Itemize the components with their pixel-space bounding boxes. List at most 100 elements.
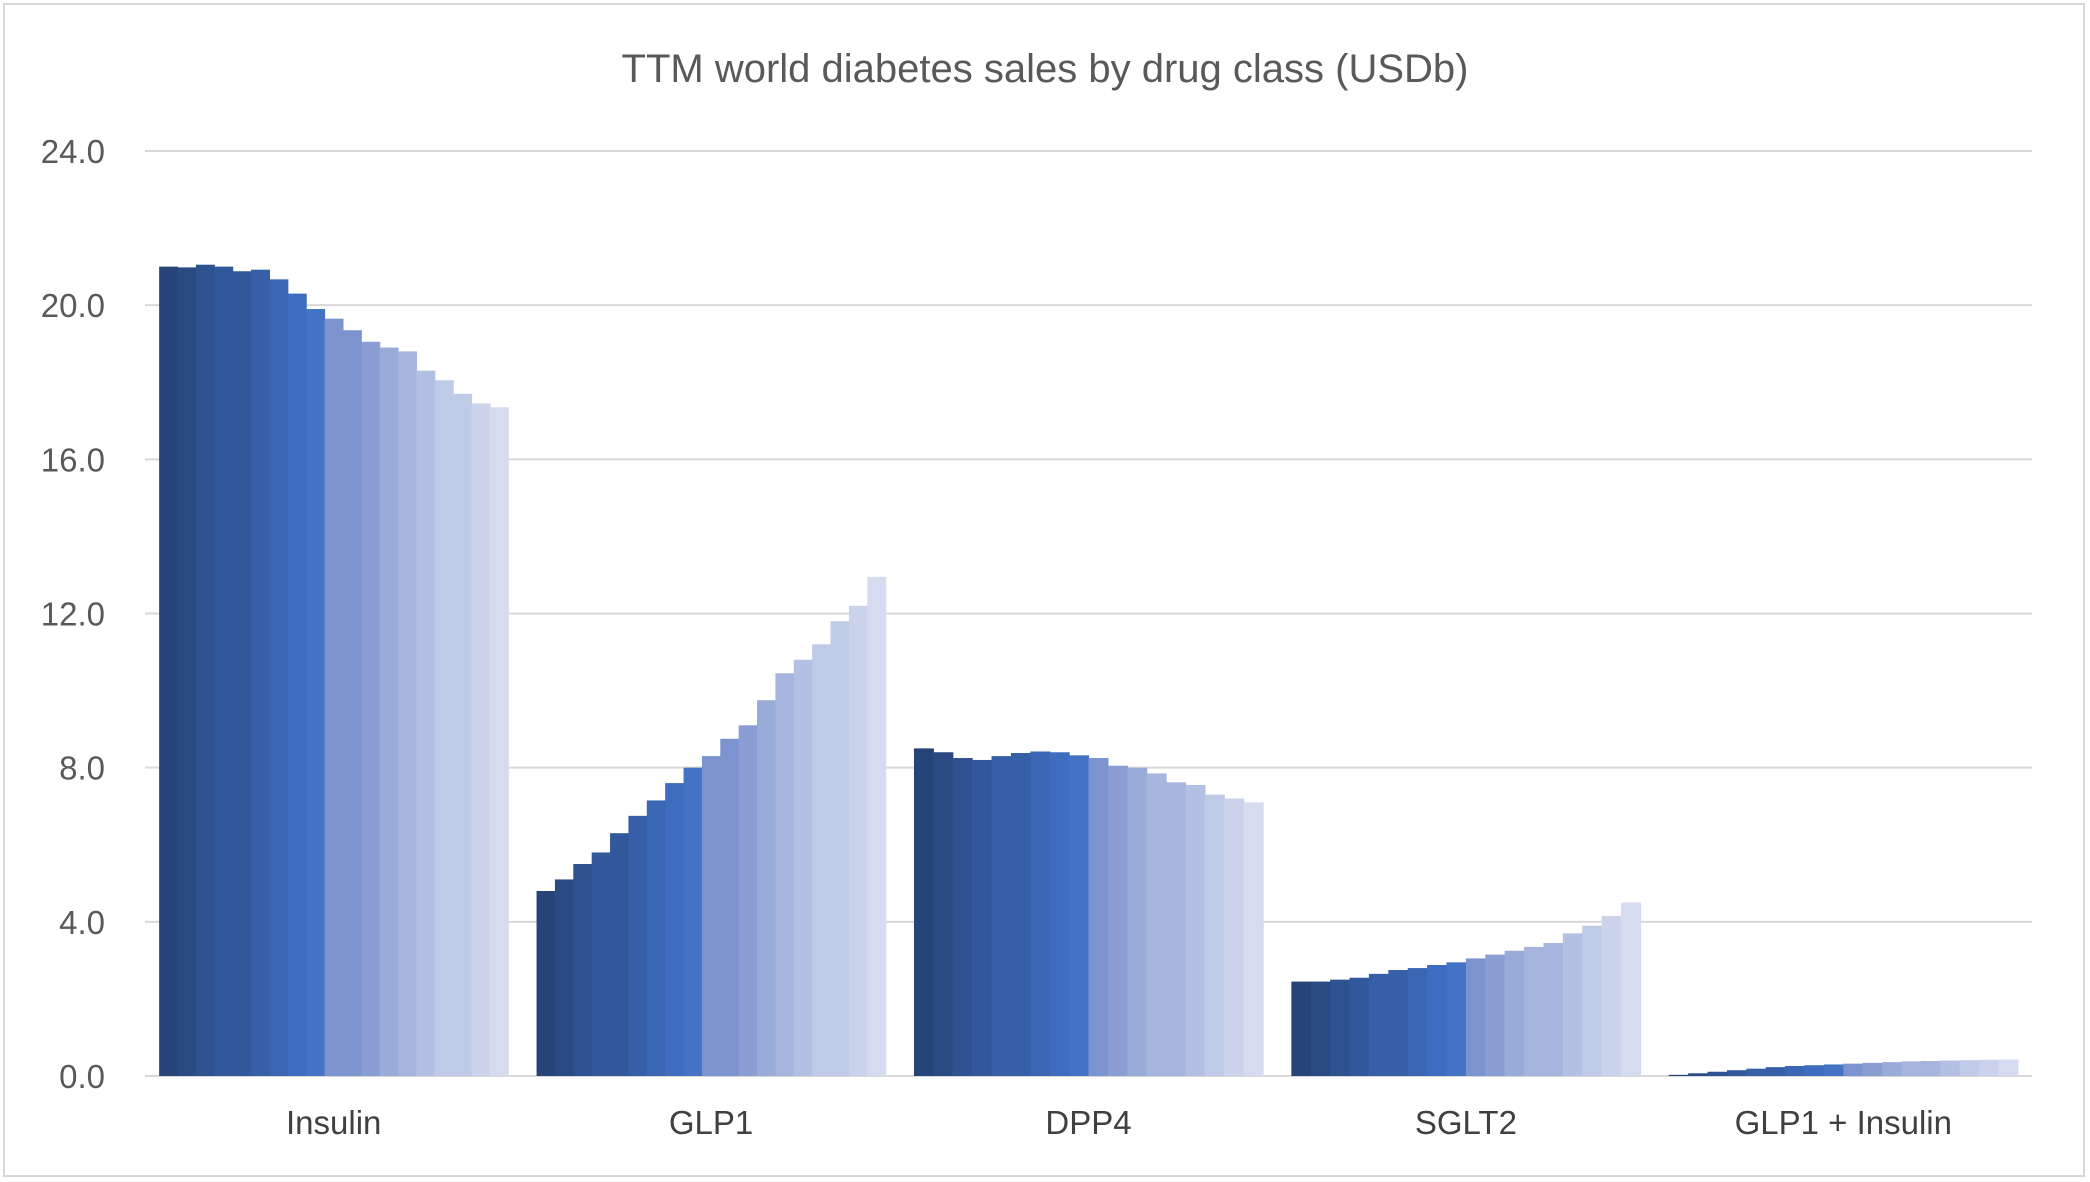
- bar: [1688, 1073, 1709, 1076]
- bar: [913, 748, 934, 1076]
- bar: [1862, 1062, 1883, 1076]
- bar: [848, 605, 868, 1076]
- bar: [1843, 1063, 1864, 1076]
- bar: [683, 767, 703, 1076]
- x-axis-categories: Insulin GLP1 DPP4 SGLT2 GLP1 + Insulin: [286, 1104, 1952, 1141]
- bar: [1166, 782, 1187, 1076]
- bar: [1204, 794, 1225, 1076]
- bar: [1765, 1067, 1786, 1076]
- category-label: Insulin: [286, 1104, 381, 1141]
- y-tick-label: 12.0: [41, 596, 105, 633]
- bar: [720, 738, 740, 1076]
- bar: [1562, 933, 1583, 1076]
- bar-group: [159, 264, 509, 1077]
- bar: [591, 852, 611, 1076]
- y-tick-label: 4.0: [59, 904, 105, 941]
- bar: [1010, 753, 1031, 1076]
- bar: [1388, 970, 1409, 1076]
- bar: [775, 673, 795, 1076]
- bar: [972, 759, 993, 1076]
- bar: [1485, 954, 1506, 1076]
- category-label: GLP1 + Insulin: [1735, 1104, 1952, 1141]
- bar: [1823, 1064, 1844, 1076]
- bar: [177, 267, 197, 1076]
- y-tick-label: 8.0: [59, 750, 105, 787]
- bar: [232, 271, 252, 1076]
- bar: [1920, 1060, 1941, 1076]
- bar: [991, 756, 1012, 1076]
- bar: [793, 659, 813, 1076]
- bar: [1621, 902, 1642, 1076]
- bar: [1310, 981, 1331, 1076]
- bar: [1668, 1074, 1689, 1076]
- bars: [159, 264, 2019, 1077]
- bar: [1185, 785, 1206, 1076]
- bar: [361, 341, 381, 1076]
- bar: [1107, 765, 1128, 1076]
- bar: [1030, 751, 1051, 1076]
- bar: [830, 621, 850, 1076]
- bar: [1707, 1071, 1728, 1076]
- bar: [287, 293, 307, 1077]
- chart-title: TTM world diabetes sales by drug class (…: [622, 47, 1469, 91]
- bar: [306, 309, 326, 1076]
- bar: [1127, 767, 1148, 1076]
- bar: [1901, 1061, 1922, 1076]
- bar: [1882, 1062, 1903, 1076]
- bar: [867, 576, 887, 1076]
- category-label: SGLT2: [1415, 1104, 1517, 1141]
- bar: [1446, 962, 1467, 1076]
- y-tick-label: 24.0: [41, 133, 105, 170]
- bar: [1979, 1059, 2000, 1076]
- bar: [416, 370, 436, 1076]
- bar: [1088, 758, 1109, 1076]
- bar: [1998, 1059, 2019, 1076]
- bar: [1368, 973, 1389, 1076]
- bar: [757, 700, 777, 1076]
- bar: [573, 864, 593, 1076]
- bar: [701, 756, 721, 1076]
- bar: [628, 815, 648, 1076]
- bar: [1582, 925, 1603, 1076]
- bar: [1804, 1065, 1825, 1076]
- y-axis-ticks: 0.0 4.0 8.0 12.0 16.0 20.0 24.0: [41, 133, 105, 1095]
- bar: [1243, 802, 1264, 1076]
- bar: [554, 879, 574, 1076]
- bar: [1504, 950, 1525, 1076]
- bar: [324, 318, 344, 1076]
- bar: [1049, 752, 1070, 1076]
- bar-group: [536, 576, 887, 1076]
- bar: [269, 279, 289, 1076]
- y-tick-label: 0.0: [59, 1058, 105, 1095]
- bar: [1330, 979, 1351, 1076]
- bar: [195, 264, 215, 1077]
- bar: [1407, 968, 1428, 1076]
- bar-group: [913, 748, 1264, 1076]
- bar: [471, 403, 491, 1077]
- bar: [812, 644, 832, 1076]
- bar: [489, 407, 509, 1076]
- bar-group: [1668, 1059, 2019, 1076]
- y-tick-label: 16.0: [41, 441, 105, 478]
- bar-group: [1291, 902, 1642, 1076]
- bar: [1601, 916, 1622, 1076]
- category-label: DPP4: [1045, 1104, 1131, 1141]
- bar: [1543, 943, 1564, 1076]
- bar: [665, 783, 685, 1076]
- bar: [453, 393, 473, 1076]
- bar: [379, 347, 399, 1076]
- bar: [1959, 1060, 1980, 1076]
- bar: [1465, 958, 1486, 1076]
- bar: [952, 758, 973, 1076]
- bar: [1291, 981, 1312, 1076]
- bar: [214, 266, 234, 1076]
- bar: [646, 800, 666, 1076]
- bar: [1349, 977, 1370, 1076]
- bar: [536, 891, 556, 1076]
- bar: [159, 266, 179, 1076]
- bar: [434, 380, 454, 1077]
- category-label: GLP1: [669, 1104, 753, 1141]
- bar: [933, 752, 954, 1076]
- bar: [398, 351, 417, 1077]
